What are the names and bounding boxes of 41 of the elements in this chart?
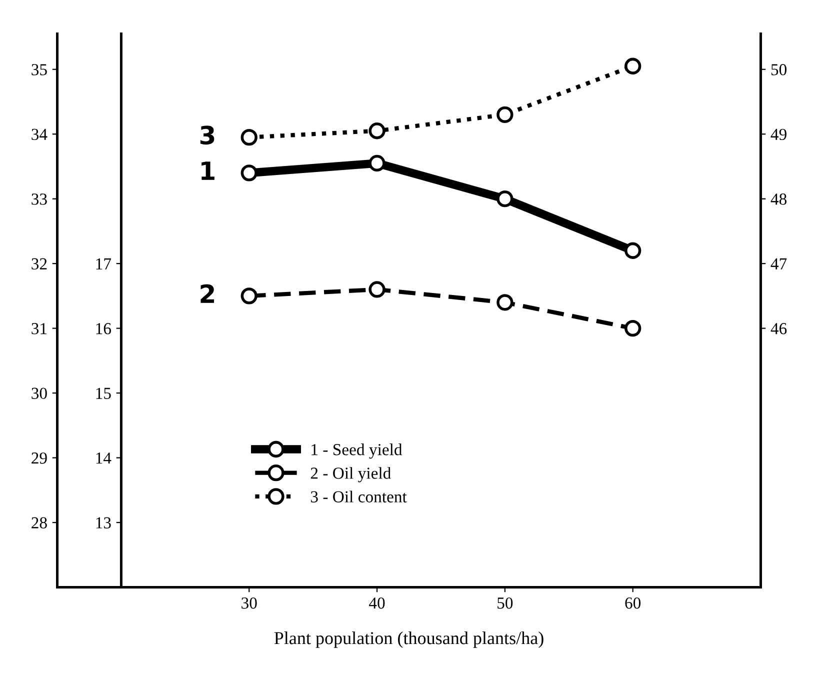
y2-tick-label: 47: [770, 258, 787, 270]
y2-tick-label: 48: [770, 194, 786, 205]
point: [496, 190, 514, 208]
point: [496, 106, 514, 124]
annotation: 2: [200, 284, 214, 303]
y3-tick-label: 15: [96, 388, 111, 399]
legend-label: 3 - Oil content: [310, 490, 407, 502]
point: [240, 164, 258, 182]
point: [624, 242, 642, 259]
y3-tick-label: 17: [96, 258, 112, 270]
point: [496, 294, 514, 311]
y3-tick-label: 14: [96, 452, 112, 464]
point: [240, 288, 258, 304]
y-tick-label: 29: [32, 452, 47, 464]
y3-tick-label: 16: [96, 323, 111, 334]
y-tick-label: 33: [32, 194, 47, 205]
legend-label: 1 - Seed yield: [312, 444, 402, 459]
point: [368, 281, 386, 298]
x-tick-label: 50: [498, 597, 513, 609]
y-tick-label: 32: [32, 258, 47, 270]
point: [624, 320, 642, 337]
x-tick-label: 30: [242, 597, 257, 609]
y-tick-label: 34: [32, 128, 48, 140]
x-tick-label: 40: [369, 597, 385, 609]
y-tick-label: 35: [32, 64, 47, 76]
y-tick-label: 30: [32, 388, 47, 399]
point: [240, 128, 258, 146]
y-tick-label: 28: [32, 517, 47, 528]
x-axis-title: Plant population (thousand plants/ha): [274, 632, 544, 648]
y2-tick-label: 46: [770, 323, 787, 334]
y3-tick-label: 13: [96, 517, 111, 528]
annotation: 1: [202, 162, 214, 180]
y-tick-label: 31: [32, 323, 47, 334]
y2-tick-label: 50: [771, 64, 786, 76]
legend-label: 2 - Oil yield: [310, 467, 391, 482]
y2-tick-label: 49: [770, 128, 786, 140]
point: [368, 122, 386, 140]
x-tick-label: 60: [625, 597, 641, 609]
point: [624, 58, 642, 74]
annotation: 3: [200, 126, 214, 145]
point: [368, 154, 386, 172]
